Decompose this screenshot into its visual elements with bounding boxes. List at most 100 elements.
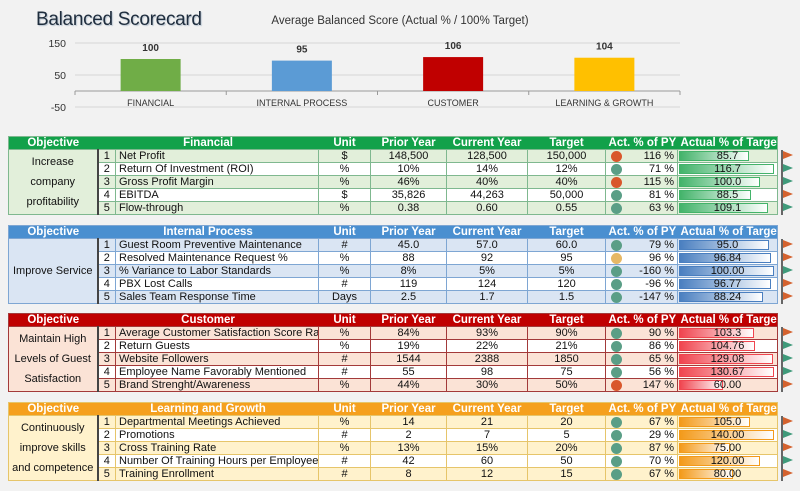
metric-name: Departmental Meetings Achieved [114,415,320,429]
table-row[interactable]: Improve Service 1 Guest Room Preventive M… [8,238,779,304]
actual-target-value: 116.7 [714,163,741,175]
act-py-value: 71 % [648,163,675,175]
table-row[interactable]: 2 Return Guests % 19% 22% 21% 86 % 104.7… [9,339,778,353]
section-header: Objective Internal Process Unit Prior Ye… [8,225,778,239]
row-number: 1 [97,326,116,340]
row-number: 2 [97,162,116,176]
table-row[interactable]: Continuously improve skills and competen… [8,415,779,481]
prior-year-cell: 2.5 [370,290,448,304]
current-year-cell: 21 [446,415,529,429]
actual-target-cell: 100.00 [677,264,779,278]
act-py-header: Act. % of PY [608,226,677,238]
act-py-cell: 70 % [605,454,679,468]
data-label: 100 [142,43,159,54]
current-year-cell: 22% [446,339,528,353]
actual-target-cell: 96.77 [677,277,779,291]
table-row[interactable]: Maintain High Levels of Guest Satisfacti… [8,326,778,392]
actual-target-cell: 100.0 [677,175,779,189]
target-cell: 50 [527,454,607,468]
table-row[interactable]: 4 Number Of Training Hours per Employee … [9,454,779,468]
status-dot-icon [611,341,622,352]
table-row[interactable]: 3 % Variance to Labor Standards % 8% 5% … [9,264,779,278]
row-number: 4 [97,188,116,202]
unit-cell: % [318,251,372,265]
current-year-cell: 92 [446,251,529,265]
act-py-cell: 67 % [605,467,679,481]
data-bar [679,240,770,250]
average-score-chart: Average Balanced Score (Actual % / 100% … [48,15,681,114]
table-row[interactable]: 2 Return Of Investment (ROI) % 10% 14% 1… [9,162,779,176]
actual-target-value: 104.76 [710,340,745,352]
table-row[interactable]: 4 PBX Lost Calls # 119 124 120 -96 % 96.… [9,277,779,291]
unit-cell: # [318,365,371,379]
current-year-cell: 5% [446,264,529,278]
current-year-cell: 44,263 [446,188,529,202]
row-number: 2 [97,428,116,442]
unit-cell: % [318,326,371,340]
actual-target-value: 100.0 [713,176,742,188]
status-dot-icon [611,151,623,162]
table-row[interactable]: 2 Promotions # 2 7 5 29 % 140.00 [9,428,779,442]
prior-year-cell: 2 [370,428,448,442]
table-row[interactable]: Increase company profitability 1 Net Prof… [8,149,779,215]
data-bar [679,367,775,377]
prior-year-cell: 46% [370,175,448,189]
metric-name: Flow-through [114,201,320,215]
data-bar [679,417,751,427]
actual-target-header: Actual % of Target [680,314,778,326]
data-bar [679,279,771,289]
prior-year-cell: 14 [370,415,448,429]
metric-name: Return Guests [115,339,319,353]
table-row[interactable]: 5 Training Enrollment # 8 12 15 67 % 80.… [9,467,779,481]
orange-flag-icon [781,291,795,304]
objective-header: Objective [27,226,80,238]
current-year-cell: 60 [446,454,529,468]
data-bar [679,469,734,479]
data-bar [679,380,723,390]
green-flag-icon [781,429,795,442]
table-row[interactable]: 4 EBITDA $ 35,826 44,263 50,000 81 % 88.… [9,188,779,202]
actual-target-cell: 103.3 [677,326,778,340]
table-row[interactable]: 2 Resolved Maintenance Request % % 88 92… [9,251,779,265]
act-py-value: -147 % [639,291,675,303]
green-flag-icon [781,265,795,278]
table-row[interactable]: 5 Brand Strenght/Awareness % 44% 30% 50%… [9,378,778,392]
table-row[interactable]: 3 Gross Profit Margin % 46% 40% 40% 115 … [9,175,779,189]
actual-target-value: 88.5 [716,189,739,201]
current-year-cell: 124 [446,277,529,291]
metric-name: Cross Training Rate [114,441,320,455]
prior-year-header: Prior Year [381,314,436,326]
table-row[interactable]: 5 Flow-through % 0.38 0.60 0.55 63 % 109… [9,201,779,215]
data-bar [679,253,772,263]
row-number: 3 [97,441,116,455]
y-tick-label: -50 [51,102,66,114]
table-row[interactable]: 5 Sales Team Response Time Days 2.5 1.7 … [9,290,779,304]
current-year-cell: 57.0 [446,238,529,252]
unit-cell: % [318,264,372,278]
metric-name: % Variance to Labor Standards [114,264,320,278]
unit-cell: % [318,201,372,215]
table-row[interactable]: 3 Cross Training Rate % 13% 15% 20% 87 %… [9,441,779,455]
unit-cell: % [318,378,371,392]
status-dot-icon [611,417,623,428]
current-year-cell: 12 [446,467,529,481]
metric-name: Net Profit [114,149,320,163]
metric-name: PBX Lost Calls [114,277,320,291]
act-py-value: 90 % [648,327,674,339]
actual-target-cell: 129.08 [677,352,778,366]
metric-name: EBITDA [114,188,320,202]
actual-target-header: Actual % of Target [680,403,778,415]
status-dot-icon [611,354,622,365]
status-dot-icon [611,367,622,378]
data-bar [679,151,749,161]
act-py-header: Act. % of PY [608,403,677,415]
table-row[interactable]: 4 Employee Name Favorably Mentioned # 55… [9,365,778,379]
status-dot-icon [611,177,623,188]
prior-year-cell: 8 [370,467,448,481]
unit-cell: % [318,339,371,353]
data-bar [679,341,756,351]
x-tick-label: CUSTOMER [427,98,479,108]
table-row[interactable]: 3 Website Followers # 1544 2388 1850 65 … [9,352,778,366]
target-cell: 95 [527,251,607,265]
objective-cell: Increase company profitability [8,149,99,215]
